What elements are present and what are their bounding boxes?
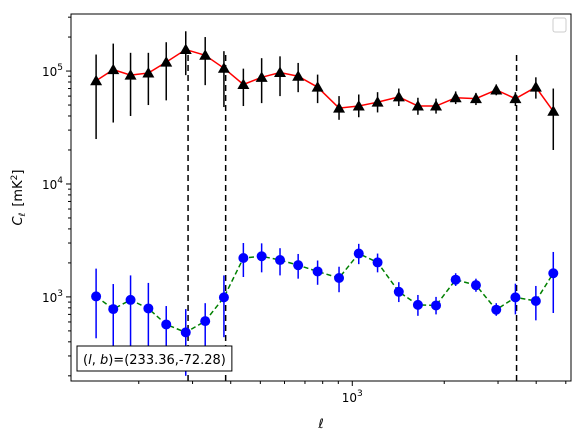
series-1-point-7 [218, 292, 229, 303]
annotation-close-paren: )= [108, 353, 124, 368]
series-1-point-11 [293, 260, 304, 271]
series-1-point-14 [353, 248, 364, 259]
x-tick-label-3-base: 10 [342, 391, 357, 405]
series-0-point-15 [371, 96, 384, 107]
series-1 [91, 243, 559, 376]
series-0-point-17 [411, 100, 424, 111]
series-0-point-2 [124, 69, 137, 80]
y-axis-label: Cℓ [mK2] [10, 170, 28, 226]
x-tick-label-3: 103 [342, 389, 363, 405]
series-1-point-4 [161, 319, 172, 330]
series-1-point-0 [91, 291, 102, 302]
series-1-point-23 [530, 295, 541, 306]
y-axis-label-main: C [11, 215, 26, 225]
axis-ticks [66, 16, 567, 386]
annotation-b: b [100, 353, 108, 368]
annotation-comma: , [92, 353, 100, 368]
series-0-point-23 [529, 81, 542, 92]
y-tick-label-3-exponent: 3 [57, 289, 63, 299]
y-axis-label-unit-exponent: 2 [10, 175, 20, 181]
series-1-point-13 [334, 273, 345, 284]
series-1-point-9 [256, 251, 267, 262]
annotation-value: (233.36,-72.28) [124, 353, 226, 368]
series-1-point-21 [491, 304, 502, 315]
legend-box [552, 17, 567, 33]
series-0-point-21 [490, 83, 503, 95]
y-tick-label-5: 105 [42, 63, 63, 79]
series-1-point-19 [450, 274, 461, 285]
y-axis-label-unit-close: ] [11, 170, 26, 175]
y-tick-label-3-base: 10 [42, 291, 57, 305]
x-tick-label-3-exponent: 3 [357, 389, 363, 399]
plot-frame [70, 13, 572, 382]
series-0-point-3 [142, 67, 155, 78]
series-0-point-24 [547, 105, 560, 116]
series-0 [90, 31, 560, 150]
series-1-point-2 [125, 294, 136, 305]
series-0-point-6 [199, 49, 212, 60]
series-0-point-0 [90, 74, 103, 86]
series-1-point-1 [108, 304, 119, 315]
coordinate-annotation: (l, b)=(233.36,-72.28) [76, 345, 233, 372]
series-0-point-14 [352, 100, 365, 111]
series-0-point-1 [107, 63, 120, 75]
series-0-point-22 [509, 92, 522, 104]
annotation-l: l [88, 353, 92, 368]
series-0-point-19 [449, 91, 462, 103]
series-0-point-7 [217, 62, 230, 73]
series-1-point-8 [238, 253, 249, 264]
series-0-point-9 [255, 71, 268, 82]
series-1-point-3 [143, 303, 154, 314]
series-0-point-16 [392, 90, 405, 102]
series-0-point-20 [469, 92, 482, 104]
series-1-point-17 [412, 299, 423, 310]
series-1-point-20 [470, 280, 481, 291]
series-1-point-5 [180, 327, 191, 338]
series-1-point-10 [275, 255, 286, 266]
x-axis-label: ℓ [317, 417, 323, 432]
y-axis-label-unit: [mK [11, 180, 26, 207]
series-0-point-5 [179, 43, 192, 55]
series-0-point-13 [333, 102, 346, 113]
y-axis-label-subscript: ℓ [18, 213, 28, 218]
y-tick-label-4-exponent: 4 [57, 176, 63, 186]
series-0-point-4 [160, 56, 173, 67]
annotation-box [76, 345, 233, 372]
series-layer [90, 31, 560, 376]
series-1-point-15 [372, 257, 383, 268]
y-tick-label-5-exponent: 5 [57, 63, 63, 73]
series-1-point-6 [200, 316, 211, 327]
annotation-open-paren: ( [83, 353, 88, 368]
y-tick-label-3: 103 [42, 289, 63, 305]
series-0-point-18 [430, 100, 443, 111]
vertical-reference-lines [187, 51, 518, 381]
series-1-point-12 [312, 266, 323, 277]
series-0-point-10 [274, 66, 287, 78]
series-1-point-24 [548, 268, 559, 279]
series-0-point-12 [311, 81, 324, 92]
series-1-point-22 [510, 292, 521, 303]
series-1-point-16 [393, 286, 404, 297]
series-0-point-8 [237, 78, 250, 90]
y-tick-label-4-base: 10 [42, 178, 57, 192]
annotation-text: (l, b)=(233.36,-72.28) [83, 353, 226, 368]
plot-area [71, 14, 571, 381]
series-1-point-18 [431, 300, 442, 311]
y-tick-label-5-base: 10 [42, 65, 57, 79]
y-tick-label-4: 104 [42, 176, 63, 192]
series-0-point-11 [292, 70, 305, 81]
